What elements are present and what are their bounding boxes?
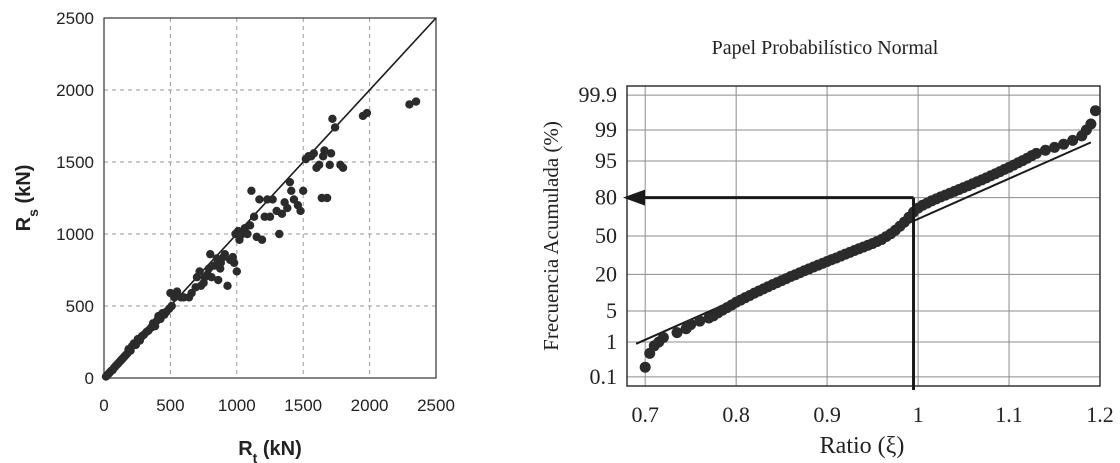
left-data-point [243, 229, 252, 239]
left-y-tick-label: 500 [66, 297, 94, 316]
left-x-tick-label: 500 [156, 396, 184, 415]
left-data-point [166, 288, 175, 298]
probability-chart-right: Papel Probabilístico Normal 0.7 0.8 0.9 1 1.… [539, 37, 1114, 459]
right-y-tick-label: 95 [595, 148, 617, 173]
left-data-point [249, 212, 259, 221]
left-plot-frame [103, 17, 437, 379]
left-data-point [277, 209, 287, 219]
left-data-point [320, 146, 329, 155]
right-grid [627, 86, 1100, 386]
right-data-point [1049, 141, 1061, 153]
right-x-tick-labels: 0.7 0.8 0.9 1 1.1 1.2 [631, 402, 1113, 427]
right-x-tick-label: 0.7 [631, 402, 659, 427]
left-data-point [338, 163, 348, 172]
right-y-axis-label: Frecuencia Acumulada (%) [539, 121, 563, 351]
left-data-point [232, 267, 241, 276]
left-data-point [195, 267, 204, 276]
right-x-axis-label: Ratio (ξ) [820, 433, 905, 459]
left-x-tick-labels: 0 500 1000 1500 2000 2500 [99, 396, 455, 415]
left-data-point [322, 193, 332, 203]
left-y-tick-label: 2000 [56, 81, 94, 100]
right-x-tick-label: 1.1 [995, 402, 1023, 427]
left-data-point [255, 195, 264, 204]
left-data-point [325, 160, 334, 170]
right-data-point [1030, 147, 1042, 159]
right-y-tick-label: 50 [595, 223, 617, 248]
right-chart-title: Papel Probabilístico Normal [712, 37, 939, 59]
scatter-chart-left: 0 500 1000 1500 2000 2500 0 500 1000 1500 2000 250… [13, 9, 455, 463]
right-y-tick-label: 99.9 [579, 82, 618, 107]
annotation-arrowhead [623, 189, 645, 206]
left-data-point [214, 275, 223, 285]
left-data-point [245, 221, 255, 230]
left-y-axis-label: Rs (kN) [13, 165, 41, 232]
left-data-point [223, 281, 232, 291]
right-data-point [1067, 134, 1079, 146]
left-data-point [268, 195, 277, 204]
right-data-point [1058, 138, 1070, 150]
right-x-tick-label: 0.9 [813, 402, 841, 427]
left-y-tick-label: 0 [85, 369, 94, 388]
right-y-tick-labels: 0.1 1 5 20 50 80 95 99 99.9 [579, 82, 618, 389]
left-data-point [229, 258, 239, 267]
right-data-point [1039, 144, 1051, 156]
right-data-point [657, 331, 669, 343]
right-y-tick-label: 5 [606, 298, 617, 323]
right-data-point [671, 327, 683, 339]
left-data-point [287, 186, 296, 195]
left-x-tick-label: 1500 [284, 396, 322, 415]
left-x-tick-label: 1000 [218, 396, 256, 415]
left-data-point [314, 160, 324, 170]
right-annotation [623, 189, 916, 390]
right-y-tick-label: 1 [606, 329, 617, 354]
left-points [101, 97, 421, 381]
left-data-point [206, 249, 215, 259]
left-y-tick-label: 1000 [56, 225, 94, 244]
left-x-tick-label: 2000 [351, 396, 389, 415]
left-data-point [285, 177, 295, 187]
right-x-tick-label: 1 [913, 402, 924, 427]
left-data-point [220, 249, 230, 259]
right-x-tick-label: 0.8 [722, 402, 750, 427]
left-data-point [275, 229, 284, 239]
left-x-axis-label: Rt (kN) [238, 438, 302, 463]
right-data-point [685, 319, 697, 331]
left-data-point [207, 273, 216, 282]
left-data-point [283, 203, 292, 213]
right-y-tick-label: 20 [595, 261, 617, 286]
left-data-point [328, 114, 337, 124]
left-data-point [247, 186, 256, 195]
right-data-point [694, 315, 706, 327]
left-y-tick-labels: 0 500 1000 1500 2000 2500 [56, 9, 94, 388]
left-y-tick-label: 1500 [56, 153, 94, 172]
left-data-point [362, 108, 372, 118]
left-data-point [405, 100, 414, 109]
left-data-point [330, 123, 340, 132]
right-y-tick-label: 80 [595, 185, 617, 210]
left-data-point [167, 301, 176, 311]
left-x-tick-label: 0 [99, 396, 108, 415]
left-data-point [309, 149, 319, 158]
right-points [639, 105, 1101, 373]
left-data-point [299, 186, 308, 195]
right-plot-frame [626, 85, 1101, 387]
left-grid [104, 18, 436, 378]
right-y-tick-label: 99 [595, 117, 617, 142]
right-x-tick-label: 1.2 [1086, 402, 1114, 427]
right-data-point [639, 361, 651, 373]
left-data-point [411, 97, 421, 106]
right-data-point [1089, 105, 1101, 117]
left-data-point [265, 212, 275, 221]
right-y-tick-label: 0.1 [590, 364, 618, 389]
left-x-tick-label: 2500 [417, 396, 455, 415]
left-data-point [296, 206, 305, 216]
left-data-point [257, 235, 267, 244]
left-data-point [326, 149, 336, 158]
right-data-point [1085, 118, 1097, 130]
left-y-tick-label: 2500 [56, 9, 94, 28]
